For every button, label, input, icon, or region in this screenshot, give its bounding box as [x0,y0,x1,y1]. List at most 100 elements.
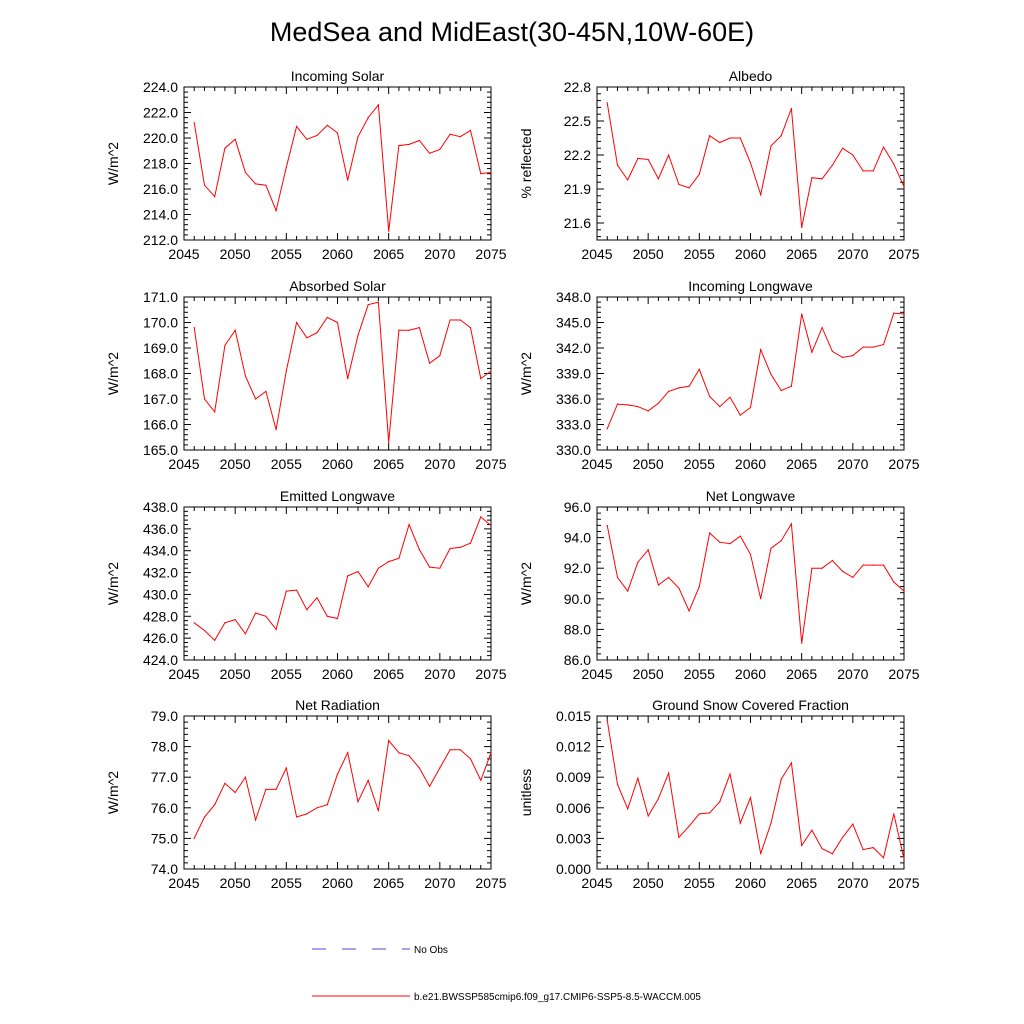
y-tick-label: 78.0 [151,739,178,755]
data-point [449,319,451,321]
x-tick-label: 2050 [633,666,664,682]
y-axis-label: W/m^2 [105,771,121,814]
data-point [234,329,236,331]
data-point [336,321,339,324]
x-tick-label: 2075 [475,666,506,682]
y-axis-label: W/m^2 [105,352,121,395]
data-point [842,356,844,358]
y-tick-label: 426.0 [143,630,178,646]
data-point [244,776,246,778]
y-tick-label: 0.003 [556,830,591,846]
plot-frame [183,296,492,451]
y-axis-label: unitless [518,769,534,816]
data-point [821,567,823,569]
x-tick-label: 2075 [888,246,919,262]
data-point [203,184,206,186]
data-point [606,102,608,104]
data-point [882,564,885,566]
data-point [459,749,461,751]
y-tick-label: 21.9 [564,181,591,197]
data-point [285,166,287,168]
data-point [449,749,451,751]
data-point [439,567,441,569]
data-point [729,396,731,398]
y-tick-label: 86.0 [564,652,591,668]
data-point [709,812,711,814]
data-point [842,570,844,572]
data-point [377,567,379,569]
data-point [388,739,390,742]
data-point [627,179,629,181]
data-point [285,590,287,592]
data-point [872,847,874,849]
data-point [872,564,874,566]
data-point [459,136,461,138]
data-point [429,785,431,788]
data-point [801,642,803,644]
y-axis-label: W/m^2 [518,562,534,605]
data-point [657,584,660,586]
data-point [418,139,420,142]
x-tick-label: 2075 [475,246,506,262]
data-point [408,143,410,145]
data-point [678,387,680,389]
data-point [688,825,690,827]
data-point [770,547,772,549]
data-point [347,752,349,754]
y-tick-label: 76.0 [151,800,178,816]
data-point [698,368,700,370]
series-line [193,301,492,443]
data-point [367,586,369,588]
data-point [852,154,854,156]
data-point [760,349,762,351]
x-tick-label: 2060 [322,666,353,682]
series-line [193,103,492,232]
x-tick-label: 2060 [735,875,766,891]
data-point [698,173,700,175]
chart-panel-7: Net Radiation W/m^2 2045 2050 2055 2060 2065 20… [105,697,507,891]
x-tick-label: 2070 [424,875,455,891]
x-tick-label: 2060 [735,246,766,262]
data-point [627,808,629,810]
y-tick-label: 222.0 [143,105,178,121]
x-tick-label: 2070 [837,875,868,891]
data-point [770,145,772,147]
y-tick-label: 348.0 [556,289,591,305]
data-point [316,597,318,599]
data-point [770,373,772,375]
y-tick-label: 0.006 [556,800,591,816]
data-point [398,752,400,754]
data-point [408,329,410,331]
y-axis-label: W/m^2 [105,562,121,605]
data-point [882,146,885,148]
x-tick-label: 2065 [373,875,404,891]
data-point [749,162,752,164]
panel-title: Net Radiation [295,697,380,713]
data-point [408,523,410,526]
data-point [265,615,267,617]
x-tick-label: 2055 [684,666,715,682]
x-tick-label: 2055 [684,246,715,262]
data-point [367,779,369,781]
data-point [388,441,390,443]
data-point [326,124,328,126]
data-point [306,337,308,339]
plot-frame [596,296,905,451]
data-point [275,628,277,631]
data-point [678,836,680,839]
data-point [316,332,318,334]
panel-title: Incoming Longwave [688,278,813,294]
data-point [842,147,844,149]
data-point [255,183,257,185]
y-tick-label: 434.0 [143,543,178,559]
data-point [255,819,257,821]
x-tick-label: 2075 [475,456,506,472]
data-point [627,590,629,592]
x-tick-label: 2050 [633,456,664,472]
data-point [480,173,482,175]
data-point [275,210,277,212]
data-point [903,313,905,315]
data-point [214,196,216,198]
y-tick-label: 218.0 [143,156,178,172]
data-point [893,163,895,165]
